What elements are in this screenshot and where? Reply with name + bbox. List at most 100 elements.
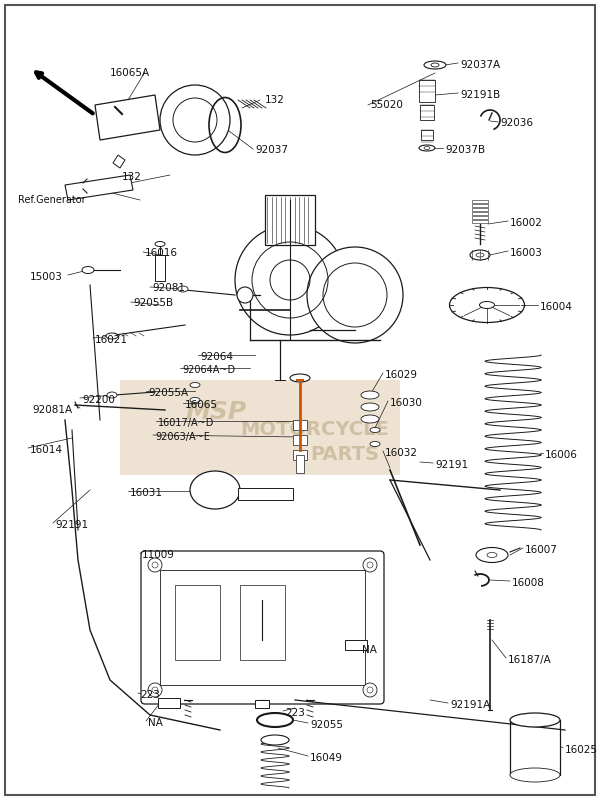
Bar [155, 255, 165, 281]
Bar [419, 80, 435, 102]
Text: 92081: 92081 [152, 283, 185, 293]
Ellipse shape [424, 61, 446, 69]
Bar [420, 105, 434, 120]
Text: 92036: 92036 [500, 118, 533, 128]
Text: Ref.Generator: Ref.Generator [18, 195, 86, 205]
Circle shape [363, 558, 377, 572]
Bar [472, 212, 488, 215]
Bar [293, 435, 307, 445]
Bar [510, 720, 560, 775]
Circle shape [235, 225, 345, 335]
Bar [472, 220, 488, 223]
Text: 16187/A: 16187/A [508, 655, 552, 665]
Ellipse shape [178, 286, 188, 292]
Text: 16016: 16016 [145, 248, 178, 258]
Text: 92191: 92191 [435, 460, 468, 470]
Text: 16025: 16025 [565, 745, 598, 755]
Ellipse shape [361, 415, 379, 423]
Bar [472, 208, 488, 211]
Ellipse shape [510, 768, 560, 782]
Bar [120, 380, 400, 475]
Text: 92037A: 92037A [460, 60, 500, 70]
Bar [472, 216, 488, 219]
Ellipse shape [361, 403, 379, 411]
Text: 92200: 92200 [82, 395, 115, 405]
Text: 132: 132 [122, 172, 142, 182]
Text: 16021: 16021 [95, 335, 128, 345]
Text: 16008: 16008 [512, 578, 545, 588]
Text: 16002: 16002 [510, 218, 543, 228]
Bar [240, 585, 285, 660]
Text: 92055A: 92055A [148, 388, 188, 398]
Text: 132: 132 [265, 95, 285, 105]
Text: 92191: 92191 [55, 520, 88, 530]
Bar [238, 488, 293, 500]
Text: 92064: 92064 [200, 352, 233, 362]
Text: 92063/A~E: 92063/A~E [155, 432, 210, 442]
Text: MSP: MSP [185, 400, 246, 424]
Text: 92191A: 92191A [450, 700, 490, 710]
Text: 92191B: 92191B [460, 90, 500, 100]
Circle shape [148, 683, 162, 697]
Polygon shape [95, 95, 160, 140]
Text: 92081A: 92081A [32, 405, 72, 415]
Text: 16003: 16003 [510, 248, 543, 258]
Ellipse shape [476, 547, 508, 562]
Ellipse shape [470, 250, 490, 260]
Text: NA: NA [362, 645, 377, 655]
Text: 223: 223 [285, 708, 305, 718]
Bar [293, 450, 307, 460]
Text: 223: 223 [140, 690, 160, 700]
Text: 16065A: 16065A [110, 68, 150, 78]
Text: 16007: 16007 [525, 545, 558, 555]
Polygon shape [113, 155, 125, 168]
Text: 16030: 16030 [390, 398, 423, 408]
Ellipse shape [106, 333, 118, 339]
Ellipse shape [290, 374, 310, 382]
Text: 16029: 16029 [385, 370, 418, 380]
Bar [293, 420, 307, 430]
Text: 92064A~D: 92064A~D [182, 365, 235, 375]
Text: 15003: 15003 [30, 272, 63, 282]
Text: 16032: 16032 [385, 448, 418, 458]
Bar [160, 570, 365, 685]
Ellipse shape [510, 713, 560, 727]
Text: 11009: 11009 [142, 550, 175, 560]
Circle shape [160, 85, 230, 155]
Text: 92055B: 92055B [133, 298, 173, 308]
Circle shape [148, 558, 162, 572]
Text: 16004: 16004 [540, 302, 573, 312]
Text: 55020: 55020 [370, 100, 403, 110]
Bar [296, 455, 304, 473]
Bar [421, 130, 433, 140]
Circle shape [237, 287, 253, 303]
Text: MOTORCYCLE: MOTORCYCLE [240, 420, 389, 439]
Text: 16017/A~D: 16017/A~D [158, 418, 214, 428]
Ellipse shape [449, 287, 524, 322]
Bar [472, 204, 488, 207]
Bar [175, 585, 220, 660]
Text: 92037B: 92037B [445, 145, 485, 155]
Ellipse shape [419, 145, 435, 151]
Text: PARTS: PARTS [310, 445, 379, 464]
Text: NA: NA [148, 718, 163, 728]
Ellipse shape [370, 442, 380, 446]
Circle shape [363, 683, 377, 697]
Ellipse shape [261, 735, 289, 745]
Text: 16049: 16049 [310, 753, 343, 763]
Ellipse shape [155, 242, 165, 246]
Bar [158, 698, 180, 708]
Polygon shape [65, 175, 133, 200]
Ellipse shape [190, 398, 200, 402]
Bar [255, 700, 269, 708]
Text: 92055: 92055 [310, 720, 343, 730]
Text: 16031: 16031 [130, 488, 163, 498]
Ellipse shape [107, 392, 117, 398]
Ellipse shape [82, 266, 94, 274]
Ellipse shape [190, 471, 240, 509]
Ellipse shape [479, 302, 494, 309]
Bar [345, 640, 367, 650]
Text: 16065: 16065 [185, 400, 218, 410]
FancyBboxPatch shape [141, 551, 384, 704]
Circle shape [307, 247, 403, 343]
